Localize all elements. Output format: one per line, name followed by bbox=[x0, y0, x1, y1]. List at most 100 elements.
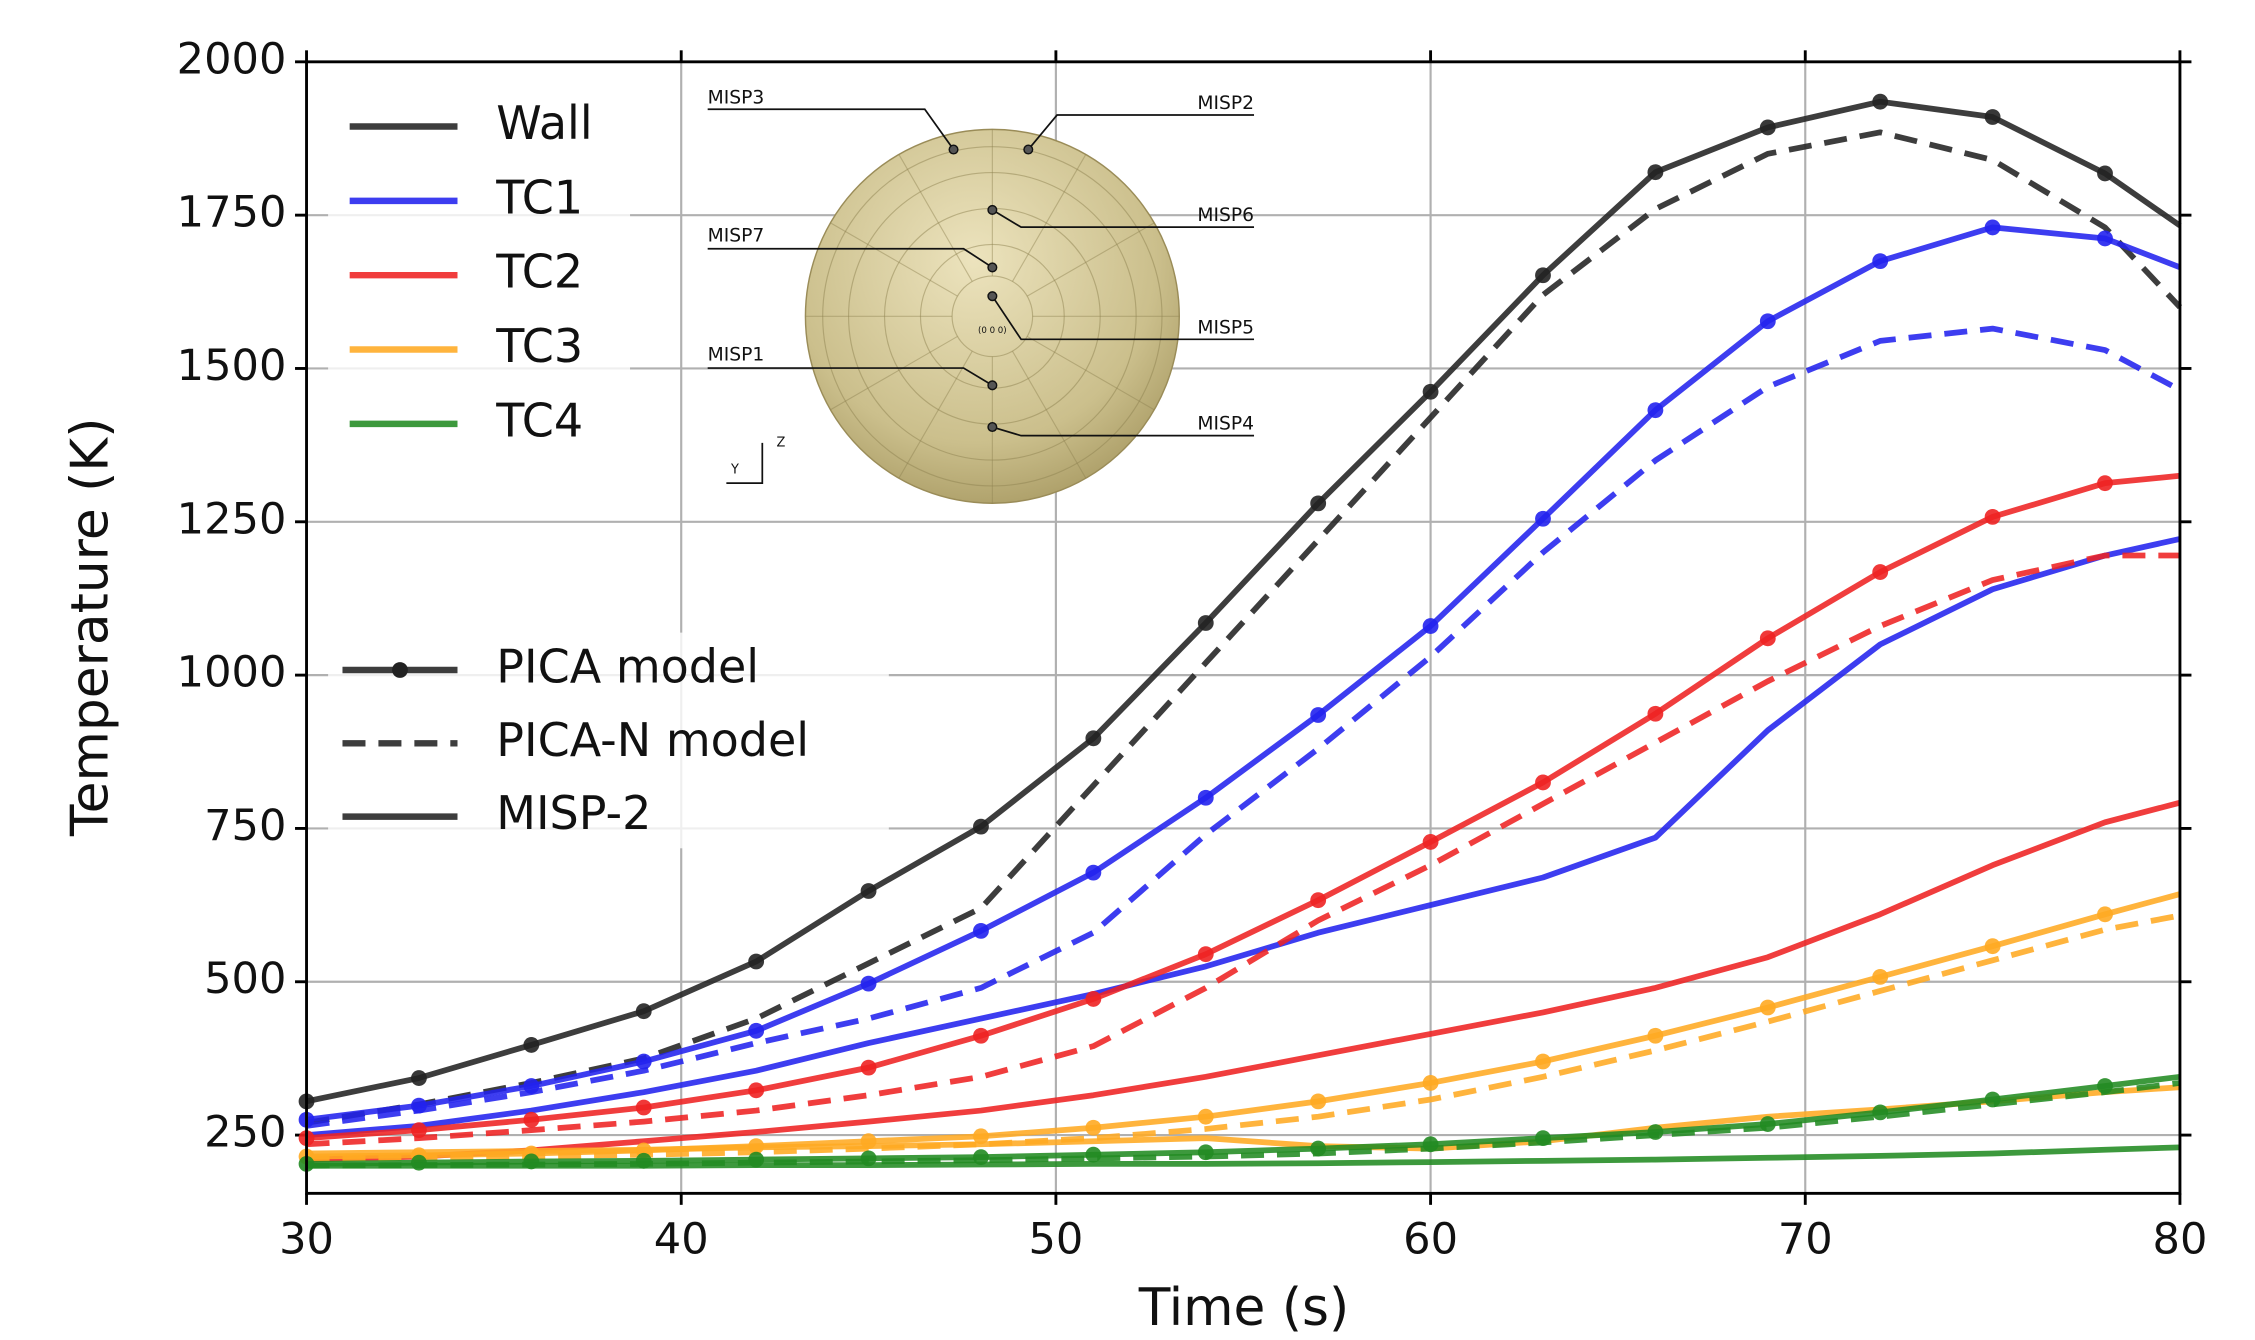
data-point bbox=[1985, 220, 2001, 236]
chart: Time (s) Temperature (K) 30 40 50 60 70 80 250… bbox=[0, 0, 2255, 1340]
data-point bbox=[1647, 706, 1663, 722]
data-point bbox=[1310, 892, 1326, 908]
inset-axis-label: Z bbox=[777, 435, 786, 450]
series-line bbox=[307, 916, 2180, 1159]
y-tick-label: 1250 bbox=[177, 494, 287, 544]
data-point bbox=[748, 1023, 764, 1039]
data-point bbox=[1647, 1028, 1663, 1044]
data-point bbox=[1985, 509, 2001, 525]
inset-label: MISP5 bbox=[1197, 317, 1254, 338]
legend-label: TC2 bbox=[495, 245, 583, 299]
data-point bbox=[1085, 730, 1101, 746]
inset-image: MISP3 MISP2 MISP6 MISP7 MISP5 MISP1 MISP4 (0 0 … bbox=[708, 87, 1254, 503]
data-point bbox=[1535, 267, 1551, 283]
legend-label: PICA-N model bbox=[496, 713, 809, 767]
data-point bbox=[1535, 775, 1551, 791]
legend-label: TC3 bbox=[495, 319, 583, 373]
data-point bbox=[636, 1054, 652, 1070]
x-tick-label: 80 bbox=[2153, 1215, 2208, 1265]
data-point bbox=[2097, 906, 2113, 922]
data-point bbox=[1872, 564, 1888, 580]
data-point bbox=[2097, 166, 2113, 182]
data-point bbox=[636, 1100, 652, 1116]
inset-axis-label: Y bbox=[730, 463, 739, 478]
data-point bbox=[1198, 790, 1214, 806]
y-tick-label: 250 bbox=[204, 1108, 286, 1158]
data-point bbox=[861, 1060, 877, 1076]
legend-label: TC4 bbox=[495, 393, 583, 447]
data-point bbox=[1535, 511, 1551, 527]
leader-line bbox=[708, 109, 954, 149]
data-point bbox=[1872, 969, 1888, 985]
data-point bbox=[1198, 946, 1214, 962]
y-tick-label: 500 bbox=[204, 954, 286, 1004]
data-point bbox=[2097, 231, 2113, 247]
legend-label: Wall bbox=[496, 96, 592, 150]
inset-label: MISP4 bbox=[1197, 414, 1254, 435]
inset-origin: (0 0 0) bbox=[978, 326, 1007, 336]
page: Time (s) Temperature (K) 30 40 50 60 70 80 250… bbox=[0, 0, 2255, 1340]
x-tick-label: 70 bbox=[1778, 1215, 1833, 1265]
inset-label: MISP1 bbox=[708, 345, 765, 366]
legend-label: TC1 bbox=[495, 170, 583, 224]
data-point bbox=[1423, 1075, 1439, 1091]
data-point bbox=[748, 954, 764, 970]
sensor-point bbox=[988, 423, 997, 432]
data-point bbox=[1310, 707, 1326, 723]
y-tick-label: 1000 bbox=[177, 648, 287, 698]
inset-label: MISP6 bbox=[1197, 205, 1254, 226]
x-axis-label: Time (s) bbox=[1138, 1278, 1349, 1338]
x-tick-label: 50 bbox=[1028, 1215, 1083, 1265]
data-point bbox=[2097, 475, 2113, 491]
legend-label: PICA model bbox=[496, 640, 759, 694]
data-point bbox=[1872, 94, 1888, 110]
legend-marker bbox=[392, 662, 408, 678]
data-point bbox=[1198, 615, 1214, 631]
data-point bbox=[861, 976, 877, 992]
data-point bbox=[1760, 630, 1776, 646]
inset-label: MISP3 bbox=[708, 87, 765, 108]
data-point bbox=[1760, 1000, 1776, 1016]
data-point bbox=[1872, 1104, 1888, 1120]
data-point bbox=[1760, 120, 1776, 136]
data-point bbox=[1198, 1109, 1214, 1125]
data-point bbox=[1872, 253, 1888, 269]
x-tick-label: 40 bbox=[654, 1215, 709, 1265]
data-point bbox=[523, 1112, 539, 1128]
y-tick-label: 750 bbox=[204, 801, 286, 851]
y-tick-label: 1750 bbox=[177, 188, 287, 238]
data-point bbox=[973, 819, 989, 835]
data-point bbox=[1085, 865, 1101, 881]
inset-label: MISP7 bbox=[708, 225, 765, 246]
y-tick-label: 2000 bbox=[177, 34, 287, 84]
data-point bbox=[1310, 495, 1326, 511]
inset-label: MISP2 bbox=[1197, 93, 1254, 114]
data-point bbox=[861, 883, 877, 899]
data-point bbox=[1647, 164, 1663, 180]
sensor-point bbox=[988, 381, 997, 390]
data-point bbox=[748, 1082, 764, 1098]
data-point bbox=[1985, 938, 2001, 954]
data-point bbox=[973, 923, 989, 939]
data-point bbox=[1085, 1120, 1101, 1136]
data-point bbox=[1085, 991, 1101, 1007]
legend-label: MISP-2 bbox=[496, 786, 651, 840]
data-point bbox=[1985, 109, 2001, 125]
x-tick-label: 60 bbox=[1403, 1215, 1458, 1265]
y-axis-label: Temperature (K) bbox=[61, 418, 121, 838]
data-point bbox=[411, 1070, 427, 1086]
sensor-point bbox=[988, 263, 997, 272]
data-point bbox=[1760, 313, 1776, 329]
sensor-point bbox=[949, 145, 958, 154]
data-point bbox=[1310, 1093, 1326, 1109]
sensor-point bbox=[1024, 145, 1033, 154]
data-point bbox=[1423, 834, 1439, 850]
data-point bbox=[1423, 618, 1439, 634]
x-tick-label: 30 bbox=[279, 1215, 334, 1265]
sensor-point bbox=[988, 206, 997, 215]
data-point bbox=[523, 1037, 539, 1053]
y-tick-label: 1500 bbox=[177, 341, 287, 391]
data-point bbox=[1647, 402, 1663, 418]
data-point bbox=[1423, 384, 1439, 400]
sensor-point bbox=[988, 292, 997, 301]
